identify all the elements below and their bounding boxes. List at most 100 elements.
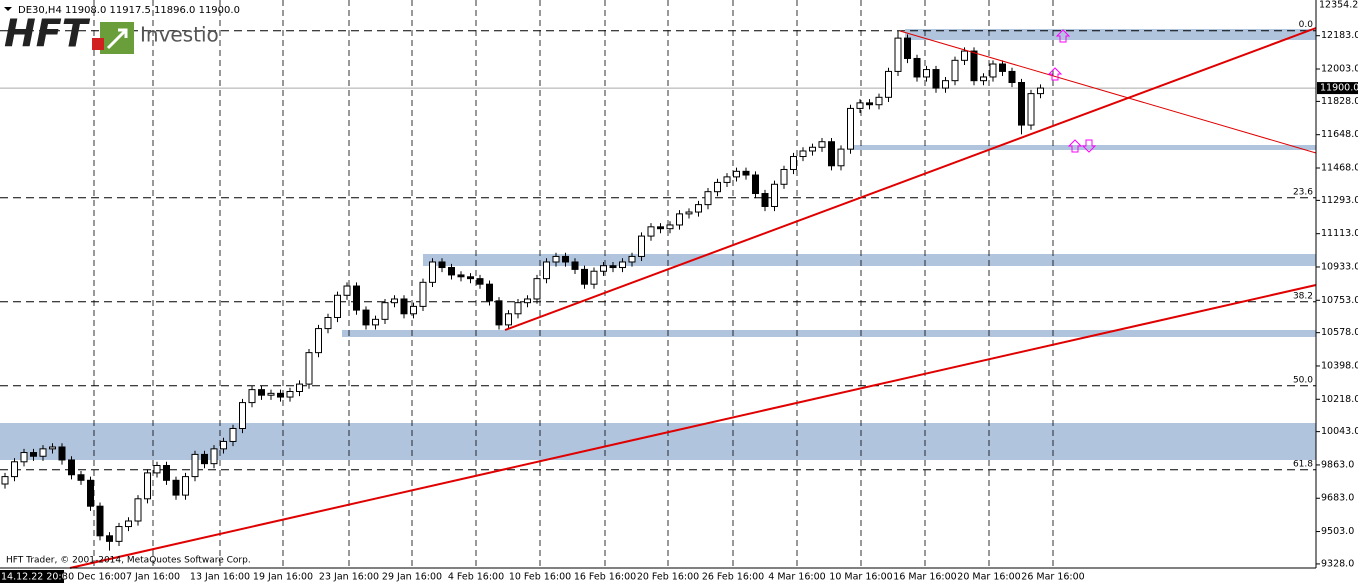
candle-body <box>153 465 161 474</box>
candle-body <box>942 80 949 89</box>
candle-body <box>799 150 807 158</box>
candle-body <box>87 479 94 507</box>
candle-body <box>524 298 531 304</box>
candle-body <box>932 69 940 89</box>
candle-body <box>49 446 56 450</box>
candle-body <box>609 265 617 269</box>
y-tick-label: 11828.0 <box>1321 96 1358 107</box>
candle-body <box>552 255 560 263</box>
candle-body <box>818 141 826 148</box>
candle-body <box>866 102 873 106</box>
candle-body <box>894 37 902 72</box>
fib-label: 23.6 <box>1293 187 1313 197</box>
candle-body <box>571 261 579 270</box>
fib-label: 50.0 <box>1293 375 1313 385</box>
candle-body <box>723 176 731 183</box>
y-tick-label: 12003.0 <box>1321 64 1358 75</box>
candle-body <box>1008 70 1016 84</box>
candle-body <box>809 146 816 152</box>
candle-body <box>885 70 892 98</box>
y-tick-label: 9683.0 <box>1321 493 1354 504</box>
arrows <box>1047 29 1097 153</box>
candle-body <box>989 63 997 78</box>
fib-label: 61.8 <box>1293 459 1313 469</box>
x-tick-label: 16 Feb 16:00 <box>574 572 636 583</box>
candle-body <box>400 298 408 315</box>
candle-body <box>847 107 854 150</box>
candle-body <box>191 453 199 478</box>
candle-body <box>220 440 227 450</box>
chart-max-label: 12354.2 <box>1319 0 1358 11</box>
candle-body <box>68 459 75 476</box>
candle-body <box>239 402 246 429</box>
fib-label: 38.2 <box>1293 291 1313 301</box>
candle-body <box>286 390 294 398</box>
logo-name: Investio <box>140 23 219 47</box>
candle-body <box>771 183 778 207</box>
candle-body <box>381 302 389 320</box>
candle-body <box>448 267 455 276</box>
candle-body <box>296 383 303 392</box>
y-tick-label: 12183.0 <box>1321 30 1358 41</box>
copyright: HFT Trader, © 2001-2014, MetaQuotes Soft… <box>6 556 251 566</box>
candle-body <box>182 476 189 496</box>
candles <box>1 30 1044 551</box>
candle-body <box>30 452 37 457</box>
candle-body <box>315 328 322 354</box>
candle-body <box>904 37 911 59</box>
candle-body <box>980 76 987 82</box>
x-tick-label: 29 Jan 16:00 <box>382 572 442 583</box>
x-tick-label: 10 Mar 16:00 <box>829 572 892 583</box>
candle-body <box>666 224 674 230</box>
candle-body <box>125 520 132 528</box>
candle-body <box>970 50 978 82</box>
candle-body <box>324 316 332 330</box>
logo-icon <box>106 28 128 50</box>
candle-body <box>619 261 626 269</box>
logo-icon <box>92 38 104 50</box>
trendline <box>504 27 1317 331</box>
candle-body <box>248 389 256 404</box>
zone <box>905 29 1316 40</box>
x-tick-label: 23 Jan 16:00 <box>319 572 379 583</box>
x-tick-label: 13 Jan 16:00 <box>190 572 250 583</box>
menu-triangle <box>4 7 12 11</box>
candle-body <box>514 302 522 315</box>
candle-body <box>733 170 740 178</box>
candle-body <box>486 283 493 302</box>
candle-body <box>58 446 66 461</box>
candle-body <box>277 392 284 398</box>
candle-body <box>533 278 541 300</box>
candle-body <box>467 276 474 280</box>
candle-body <box>134 498 142 522</box>
y-tick-label: 11293.0 <box>1321 195 1358 206</box>
candle-body <box>505 313 512 326</box>
candle-body <box>1018 82 1025 126</box>
candle-body <box>790 156 797 170</box>
x-tick-label: 4 Feb 16:00 <box>448 572 504 583</box>
x-tick-label: 16 Mar 16:00 <box>893 572 956 583</box>
candle-body <box>714 181 721 193</box>
candle-body <box>343 285 351 296</box>
x-tick-label: 19 Jan 16:00 <box>253 572 313 583</box>
y-tick-label: 10398.0 <box>1321 360 1358 371</box>
zone <box>423 254 1316 266</box>
candle-body <box>676 213 683 226</box>
candle-body <box>761 193 769 207</box>
trendlines <box>69 27 1317 569</box>
y-tick-label: 10753.0 <box>1321 295 1358 306</box>
candle-body <box>210 448 218 465</box>
candle-body <box>419 281 427 307</box>
candle-body <box>638 235 645 257</box>
candle-body <box>438 261 446 269</box>
candle-body <box>999 63 1006 72</box>
candle-body <box>334 294 341 318</box>
x-tick-label: 10 Feb 16:00 <box>509 572 571 583</box>
trendline <box>899 30 1317 154</box>
price-axis <box>1316 0 1358 586</box>
y-tick-label: 11648.0 <box>1321 129 1358 140</box>
x-tick-label: 26 Mar 16:00 <box>1021 572 1084 583</box>
candle-body <box>856 102 864 109</box>
x-tick-label: 20 Mar 16:00 <box>957 572 1020 583</box>
